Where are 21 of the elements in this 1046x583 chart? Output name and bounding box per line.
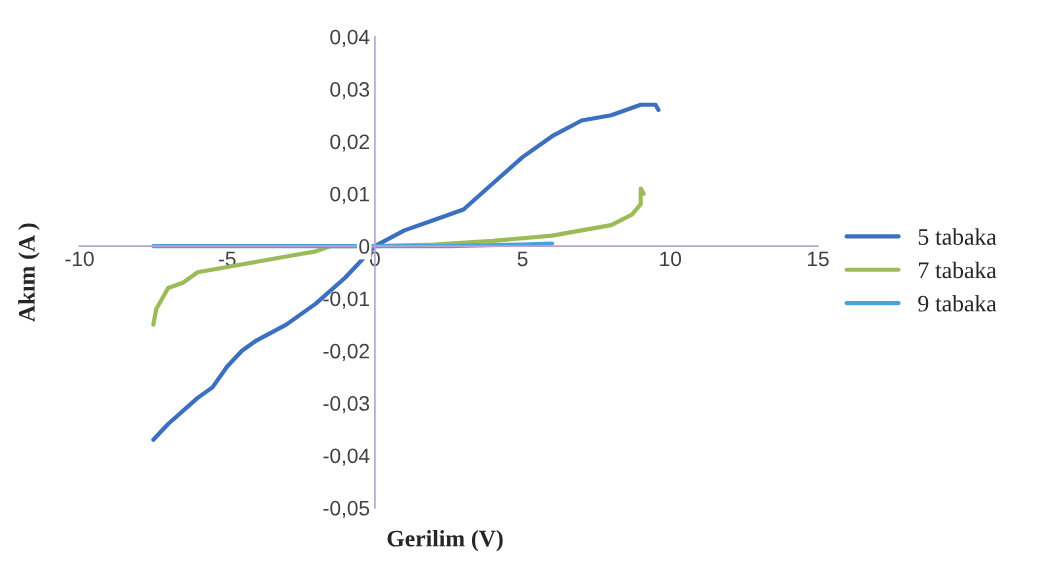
y-tick-label: -0,03 <box>323 396 370 414</box>
y-tick-label: -0,02 <box>323 343 369 361</box>
y-tick-label: -0,01 <box>323 291 370 309</box>
legend-label: 9 tabaka <box>918 294 997 312</box>
legend-label: 7 tabaka <box>919 261 997 279</box>
y-tick-label: -0,05 <box>323 500 370 519</box>
y-tick-label: 0 <box>359 239 370 254</box>
y-tick-label: -0,04 <box>323 448 370 466</box>
x-axis-title: Gerilim (V) <box>387 529 503 552</box>
x-tick-label: 15 <box>807 251 829 267</box>
x-tick-label: 10 <box>660 251 682 267</box>
y-axis-title: Akım (A ) <box>18 223 40 322</box>
legend-label: 5 tabaka <box>918 228 997 245</box>
line-series <box>151 102 661 442</box>
line-series <box>151 186 646 327</box>
y-tick-label: 0,04 <box>330 29 370 47</box>
y-tick-label: 0,02 <box>330 134 369 152</box>
y-tick-label: 0,03 <box>330 82 370 100</box>
x-tick-label: 5 <box>517 251 528 267</box>
y-tick-label: 0,01 <box>330 186 370 204</box>
x-tick-label: -10 <box>65 251 94 267</box>
